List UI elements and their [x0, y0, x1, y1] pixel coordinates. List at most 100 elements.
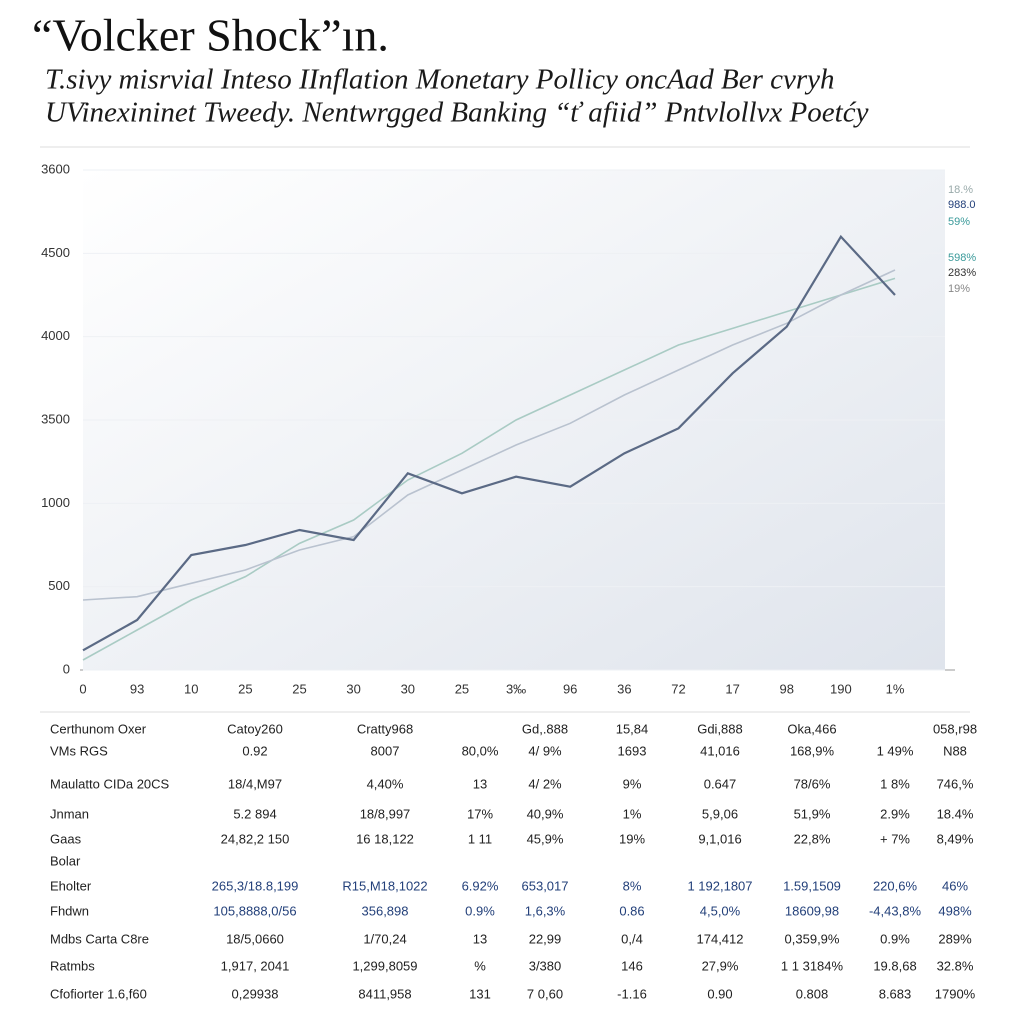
x-tick-label: 30: [401, 681, 415, 696]
table-cell: 1,299,8059: [352, 958, 417, 973]
annotation: 598%: [948, 252, 976, 264]
table-cell: 18/4,M97: [228, 776, 282, 791]
table-cell: 3/380: [529, 958, 562, 973]
table-cell: -1.16: [617, 986, 647, 1001]
table-cell: 289%: [938, 931, 972, 946]
table-cell: 17%: [467, 806, 493, 821]
table-cell: 498%: [938, 903, 972, 918]
row-label: Cfofiorter 1.6,f60: [50, 986, 147, 1001]
table-cell: 1 1 3184%: [781, 958, 844, 973]
table-cell: 1 8%: [880, 776, 910, 791]
table-cell: 4,40%: [367, 776, 404, 791]
y-tick-label: 500: [48, 578, 70, 593]
table-cell: 0.808: [796, 986, 829, 1001]
table-cell: 0,/4: [621, 931, 643, 946]
table-cell: 0.86: [619, 903, 644, 918]
table-cell: 46%: [942, 878, 968, 893]
table-cell: 51,9%: [794, 806, 831, 821]
table-cell: 16 18,122: [356, 831, 414, 846]
subtitle: T.sivy misrvial Inteso IInflation Moneta…: [45, 64, 835, 96]
x-tick-label: 25: [292, 681, 306, 696]
table-cell: 80,0%: [462, 743, 499, 758]
table-row: Bolar: [50, 853, 81, 868]
table-row: VMs RGS 0.92 8007 80,0% 4/ 9% 1693 41,016 168,9…: [50, 743, 967, 758]
row-label: Ratmbs: [50, 958, 95, 973]
table-cell: 0.90: [707, 986, 732, 1001]
table-cell: 13: [473, 931, 487, 946]
table-cell: 8411,958: [358, 986, 411, 1001]
table-cell: 4/ 2%: [528, 776, 562, 791]
row-label: Bolar: [50, 853, 81, 868]
table-cell: 78/6%: [794, 776, 831, 791]
table-row: Eholter 265,3/18.8,199 R15,M18,1022 6.92% 65…: [50, 878, 968, 893]
table-cell: Oka,466: [787, 721, 836, 736]
table-cell: 45,9%: [527, 831, 564, 846]
row-label: VMs RGS: [50, 743, 108, 758]
table-cell: 13: [473, 776, 487, 791]
table-cell: 653,017: [522, 878, 569, 893]
row-label: Maulatto CIDa 20CS: [50, 776, 170, 791]
y-tick-label: 3500: [41, 411, 70, 426]
table-cell: + 7%: [880, 831, 910, 846]
table-cell: %: [474, 958, 486, 973]
table-row: Maulatto CIDa 20CS 18/4,M97 4,40% 13 4/ 2% 9%…: [50, 776, 974, 791]
x-tick-label: 190: [830, 681, 852, 696]
table-cell: 9%: [623, 776, 642, 791]
line-series: [82, 277, 896, 661]
table-cell: 0,359,9%: [785, 931, 840, 946]
table-cell: 1 11: [468, 831, 492, 846]
table-cell: 1%: [623, 806, 642, 821]
table-cell: Gd,.888: [522, 721, 568, 736]
x-tick-label: 17: [725, 681, 739, 696]
x-tick-label: 0: [79, 681, 86, 696]
table-cell: 1790%: [935, 986, 976, 1001]
table-cell: 1,6,3%: [525, 903, 566, 918]
table-cell: 1 49%: [877, 743, 914, 758]
table-cell: 105,8888,0/56: [213, 903, 296, 918]
table-cell: 8,49%: [937, 831, 974, 846]
table-cell: 265,3/18.8,199: [212, 878, 299, 893]
table-cell: Catoy260: [227, 721, 283, 736]
table-cell: 058,r98: [933, 721, 977, 736]
table-row: Jnman 5.2 894 18/8,997 17% 40,9% 1% 5,9,06 51,9…: [50, 806, 974, 821]
line-series: [82, 269, 896, 601]
table-cell: 2.9%: [880, 806, 910, 821]
table-cell: 4/ 9%: [528, 743, 562, 758]
table-row: Ratmbs 1,917, 2041 1,299,8059% 3/380 146 27,9…: [50, 958, 974, 973]
table-cell: 18/8,997: [360, 806, 411, 821]
table-cell: 8%: [623, 878, 642, 893]
table-cell: 24,82,2 150: [221, 831, 290, 846]
table-cell: Gdi,888: [697, 721, 743, 736]
table-cell: 27,9%: [702, 958, 739, 973]
y-tick-label: 0: [63, 661, 70, 676]
table-cell: 174,412: [697, 931, 744, 946]
annotation: 18.%: [948, 184, 973, 196]
x-tick-label: 72: [671, 681, 685, 696]
x-tick-label: 96: [563, 681, 577, 696]
row-label: Eholter: [50, 878, 92, 893]
x-tick-label: 25: [455, 681, 469, 696]
table-cell: 22,8%: [794, 831, 831, 846]
table-cell: 18.4%: [937, 806, 974, 821]
table-cell: 5,9,06: [702, 806, 738, 821]
table-cell: 1,917, 2041: [221, 958, 290, 973]
table-cell: 19%: [619, 831, 645, 846]
table-cell: 9,1,016: [698, 831, 741, 846]
table-cell: Cratty968: [357, 721, 413, 736]
table-cell: 356,898: [362, 903, 409, 918]
x-tick-label: 25: [238, 681, 252, 696]
subtitle: UVinexininet Tweedy. Nentwrgged Banking …: [45, 97, 869, 129]
table-cell: 220,6%: [873, 878, 918, 893]
table-cell: 146: [621, 958, 643, 973]
row-label: Mdbs Carta C8re: [50, 931, 149, 946]
table-cell: N88: [943, 743, 967, 758]
x-tick-label: 1%: [886, 681, 905, 696]
y-tick-label: 3600: [41, 161, 70, 176]
table-cell: 41,016: [700, 743, 740, 758]
annotation: 19%: [948, 283, 970, 295]
table-cell: 1/70,24: [363, 931, 406, 946]
table-cell: 5.2 894: [233, 806, 276, 821]
table-cell: 8007: [371, 743, 400, 758]
table-cell: 131: [469, 986, 491, 1001]
